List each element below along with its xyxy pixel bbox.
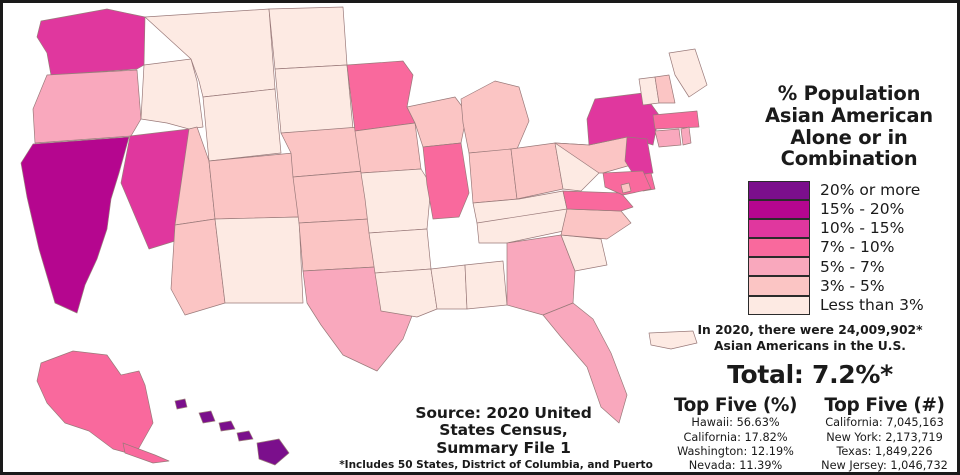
- state-nd: [268, 6, 348, 70]
- stat-intro: In 2020, there were 24,009,902* Asian Am…: [661, 323, 957, 354]
- legend-label: 5% - 7%: [820, 257, 885, 276]
- state-in: [468, 148, 518, 204]
- state-va: [562, 190, 634, 212]
- legend-row: 7% - 10%: [748, 238, 957, 258]
- legend-title-line-3: Alone or in: [790, 125, 908, 149]
- legend-swatch: [748, 276, 810, 296]
- state-la: [374, 268, 438, 318]
- source-line-2: States Census,: [439, 421, 568, 440]
- legend-swatch: [748, 180, 810, 200]
- state-hi-island-5: [256, 438, 290, 466]
- state-mi: [460, 80, 530, 154]
- state-hi-island-2: [198, 410, 216, 424]
- source-line-1: Source: 2020 United: [415, 404, 592, 422]
- top-five-count-list: California: 7,045,163 New York: 2,173,719…: [810, 416, 957, 472]
- legend-panel: % Population Asian American Alone or in …: [738, 3, 957, 472]
- us-map-svg: [20, 6, 708, 466]
- state-ia: [354, 122, 422, 174]
- state-dc: [620, 182, 632, 194]
- state-al: [464, 260, 508, 310]
- state-hi-island-4: [236, 430, 254, 442]
- top-five-item: California: 17.82%: [683, 430, 788, 444]
- top-five-item: New Jersey: 1,046,732: [821, 458, 948, 472]
- top-five-count-heading: Top Five (#): [824, 395, 945, 417]
- state-hi-island-1: [174, 398, 188, 410]
- legend-title-line-1: % Population: [777, 82, 921, 105]
- state-ga: [506, 234, 576, 316]
- stat-intro-line-1: In 2020, there were 24,009,902*: [697, 323, 923, 337]
- state-sd: [274, 64, 354, 134]
- state-wy: [202, 88, 282, 162]
- state-pr: [648, 330, 698, 350]
- state-co: [208, 152, 300, 220]
- state-tn: [476, 208, 574, 244]
- state-ct: [654, 128, 682, 148]
- legend-row: 15% - 20%: [748, 199, 957, 219]
- legend-swatch: [748, 238, 810, 258]
- legend-items: 20% or more 15% - 20% 10% - 15% 7% - 10% 5% …: [748, 180, 957, 315]
- legend-swatch: [748, 218, 810, 239]
- state-ar: [368, 228, 432, 274]
- state-ak-panhandle: [122, 442, 170, 464]
- state-fl: [542, 302, 628, 424]
- top-five-item: New York: 2,173,719: [826, 430, 943, 444]
- top-five-item: Hawaii: 56.63%: [691, 416, 780, 430]
- legend-swatch: [748, 199, 810, 219]
- top-five-percent-heading: Top Five (%): [673, 395, 798, 417]
- legend-row: 3% - 5%: [748, 276, 957, 296]
- top-five-percent-column: Top Five (%) Hawaii: 56.63% California: 1…: [661, 395, 810, 472]
- state-id: [140, 58, 204, 130]
- top-five-item: Nevada: 11.39%: [688, 458, 783, 472]
- state-mn: [346, 60, 416, 132]
- legend-label: 7% - 10%: [820, 238, 895, 257]
- state-or: [32, 69, 142, 144]
- legend-label: 15% - 20%: [820, 200, 905, 219]
- state-nh: [654, 74, 676, 104]
- state-oh: [510, 142, 564, 200]
- legend-row: 5% - 7%: [748, 257, 957, 277]
- legend-row: 10% - 15%: [748, 218, 957, 239]
- legend-row: Less than 3%: [748, 295, 957, 315]
- legend-title-line-4: Combination: [780, 147, 918, 171]
- top-five-item: Texas: 1,849,226: [836, 444, 933, 458]
- state-ne: [280, 126, 364, 178]
- top-five-percent-list: Hawaii: 56.63% California: 17.82% Washingt…: [661, 416, 810, 472]
- state-ri: [680, 126, 692, 146]
- state-me: [668, 48, 708, 98]
- legend-label: 10% - 15%: [820, 219, 905, 238]
- state-ma: [652, 110, 700, 130]
- top-five-count-column: Top Five (#) California: 7,045,163 New Yo…: [810, 395, 957, 472]
- total-percentage: Total: 7.2%*: [727, 360, 893, 390]
- state-ca: [20, 136, 130, 314]
- state-wa: [36, 8, 146, 76]
- legend-swatch: [748, 257, 810, 277]
- state-ks: [292, 170, 370, 224]
- state-ms: [430, 264, 468, 310]
- source-caption: Source: 2020 United States Census, Summa…: [381, 404, 626, 457]
- state-nm: [214, 216, 304, 304]
- legend-label: Less than 3%: [820, 295, 924, 314]
- legend-row: 20% or more: [748, 180, 957, 200]
- footnote: *Includes 50 States, District of Columbi…: [339, 459, 653, 472]
- state-ak: [36, 350, 154, 456]
- statistics-panel: In 2020, there were 24,009,902* Asian Am…: [661, 323, 957, 472]
- us-choropleth-map: [3, 3, 738, 472]
- legend-label: 20% or more: [820, 180, 921, 199]
- state-az: [170, 218, 226, 316]
- state-mo: [360, 168, 432, 234]
- top-five-item: Washington: 12.19%: [677, 444, 794, 458]
- legend-title: % Population Asian American Alone or in …: [738, 82, 957, 171]
- top-five-item: California: 7,045,163: [825, 416, 944, 430]
- stat-intro-line-2: Asian Americans in the U.S.: [714, 338, 906, 353]
- state-hi-island-3: [218, 420, 236, 432]
- legend-title-line-2: Asian American: [765, 103, 933, 127]
- state-il: [422, 142, 470, 220]
- legend-swatch: [748, 295, 810, 315]
- legend-label: 3% - 5%: [820, 276, 885, 295]
- top-five-section: Top Five (%) Hawaii: 56.63% California: 1…: [661, 395, 957, 472]
- source-line-3: Summary File 1: [436, 438, 571, 457]
- state-md: [602, 170, 652, 196]
- state-nc: [560, 208, 632, 240]
